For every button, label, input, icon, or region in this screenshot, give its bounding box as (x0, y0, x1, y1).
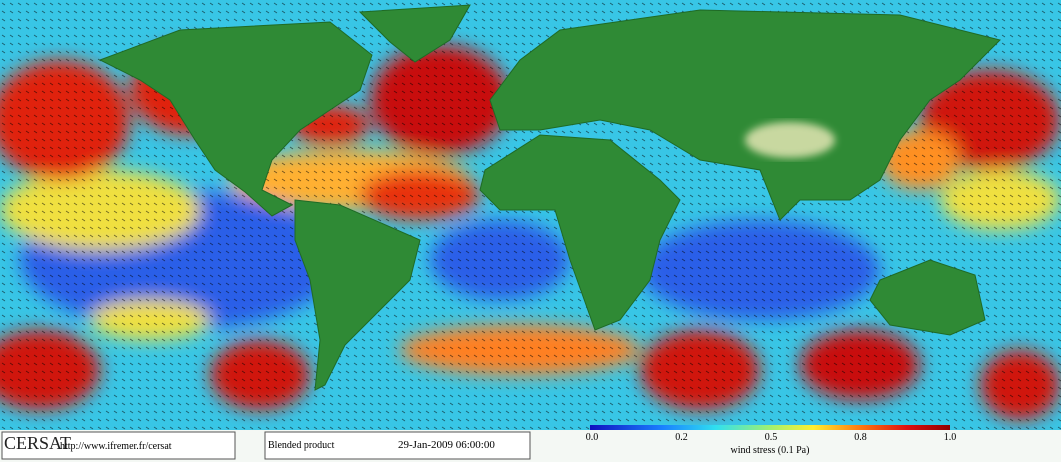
product-name: Blended product (268, 440, 335, 451)
eurasia (489, 9, 1001, 221)
colorbar-tick-label: 0.8 (854, 432, 867, 443)
logo-url: http://www.ifremer.fr/cersat (60, 441, 172, 452)
info-panel: CERSAT http://www.ifremer.fr/cersat Blen… (0, 425, 1061, 462)
colorbar-label: wind stress (0.1 Pa) (731, 445, 810, 456)
colorbar-tick-label: 0.2 (675, 432, 688, 443)
colorbar-tick-label: 0.0 (586, 432, 599, 443)
logo-box (1, 431, 236, 460)
colorbar-tick-label: 1.0 (944, 432, 957, 443)
north-america (98, 21, 373, 217)
land (98, 4, 1001, 391)
colorbar-tick-label: 0.5 (765, 432, 778, 443)
australia (869, 259, 986, 336)
product-date: 29-Jan-2009 06:00:00 (398, 439, 495, 451)
logo-name: CERSAT (4, 433, 71, 453)
colorbar (590, 425, 950, 430)
africa (479, 134, 681, 331)
south-america (294, 199, 421, 391)
tibet-plateau (745, 122, 835, 158)
greenland (358, 4, 471, 63)
colorbar-ticks: 0.0 0.2 0.5 0.8 1.0 (586, 432, 957, 443)
product-box (264, 431, 531, 460)
